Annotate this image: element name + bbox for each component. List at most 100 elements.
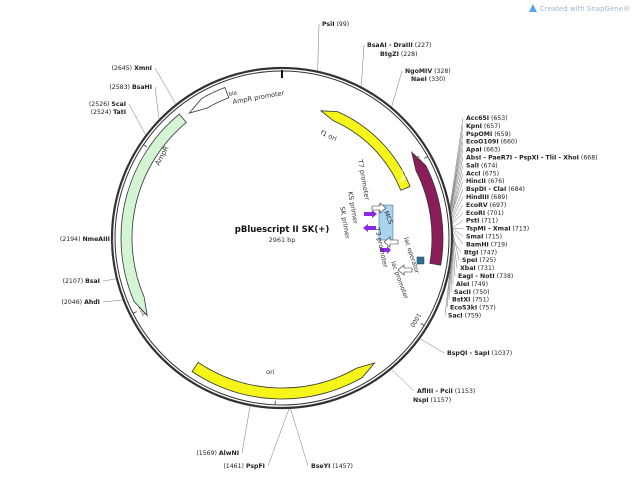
ampr-feature[interactable] xyxy=(120,113,187,317)
restriction-site-right[interactable]: SpeI (725) xyxy=(462,257,496,264)
restriction-site-right[interactable]: HindIII (689) xyxy=(466,194,508,201)
site-leader-line xyxy=(451,181,464,215)
site-label: BtgI (747) xyxy=(464,249,497,256)
site-label: EcoO109I (660) xyxy=(466,139,517,146)
restriction-site-right[interactable]: AbsI - PaeR7I - PspXI - TliI - XhoI (668… xyxy=(466,155,598,162)
restriction-site-top[interactable]: PsiI (99) xyxy=(322,21,349,28)
site-leader-line xyxy=(391,70,403,107)
t3-promoter-arrow[interactable] xyxy=(383,236,399,248)
f1-ori-feature[interactable] xyxy=(319,110,411,191)
restriction-site-right[interactable]: EcoRV (697) xyxy=(466,202,506,209)
restriction-site-right[interactable]: Eco53kI (757) xyxy=(450,305,496,312)
site-position: (1157) xyxy=(429,397,452,404)
site-label: NspI (1157) xyxy=(413,397,451,404)
restriction-site-right[interactable]: PstI (711) xyxy=(466,218,498,225)
site-position: (713) xyxy=(511,226,530,233)
restriction-site-bottom[interactable]: BspQI - SapI (1037) xyxy=(447,350,512,357)
site-leader-line xyxy=(452,230,464,245)
sk-primer-arrow[interactable] xyxy=(363,224,376,232)
restriction-site-bottom[interactable]: BseYI (1457) xyxy=(311,463,353,470)
site-position: (2645) xyxy=(112,65,135,72)
restriction-site-left[interactable]: (2107) BsaI xyxy=(63,278,100,285)
restriction-site-bottom[interactable]: AflIII - PciI (1153) xyxy=(417,388,475,395)
site-label: BtgZI (228) xyxy=(380,51,418,58)
restriction-site-left[interactable]: (2046) AhdI xyxy=(62,299,100,306)
mcs-label: MCS xyxy=(382,210,394,225)
lacza-feature[interactable] xyxy=(411,151,444,266)
plasmid-name: pBluescript II SK(+) xyxy=(235,225,330,235)
site-name: AleI xyxy=(456,281,469,288)
site-label: (2645) XmnI xyxy=(112,65,152,72)
restriction-site-right[interactable]: AccI (675) xyxy=(466,170,499,177)
ori-feature[interactable] xyxy=(191,361,376,400)
restriction-site-right[interactable]: AleI (749) xyxy=(456,281,488,288)
site-position: (749) xyxy=(469,281,488,288)
restriction-site-right[interactable]: EagI - NotI (738) xyxy=(458,273,513,280)
site-name: SpeI xyxy=(462,257,477,264)
site-position: (731) xyxy=(476,265,495,272)
site-label: AbsI - PaeR7I - PspXI - TliI - XhoI (668… xyxy=(466,155,598,162)
site-label: HincII (676) xyxy=(466,178,505,185)
site-name: EcoO109I xyxy=(466,139,499,146)
restriction-site-right[interactable]: KpnI (657) xyxy=(466,123,501,130)
restriction-site-left[interactable]: (2526) ScaI xyxy=(89,101,126,108)
site-label: BsaAI - DraIII (227) xyxy=(367,42,431,49)
lac-promoter-arrow[interactable] xyxy=(397,264,413,276)
bp-tick-mark xyxy=(143,144,148,148)
site-position: (750) xyxy=(471,289,490,296)
restriction-site-left[interactable]: (2194) NmeAIII xyxy=(60,236,110,243)
restriction-site-left[interactable]: (2645) XmnI xyxy=(112,65,152,72)
bp-tick-label: 1000 xyxy=(408,312,422,329)
lac-operator-box[interactable] xyxy=(416,256,425,265)
site-position: (668) xyxy=(579,155,598,162)
restriction-site-right[interactable]: BstXI (751) xyxy=(452,297,489,304)
site-label: HindIII (689) xyxy=(466,194,508,201)
restriction-site-left[interactable]: (2583) BsaHI xyxy=(109,84,152,91)
restriction-site-right[interactable]: SacI (759) xyxy=(448,313,481,320)
restriction-site-right[interactable]: BspDI - ClaI (684) xyxy=(466,186,525,193)
primer-arrow-small[interactable] xyxy=(380,246,391,254)
ampr-promoter-feature[interactable] xyxy=(188,86,230,114)
site-leader-line xyxy=(452,232,460,261)
restriction-site-right[interactable]: PspOMI (659) xyxy=(466,131,511,138)
site-name: Acc65I xyxy=(466,115,489,122)
site-name: AhdI xyxy=(84,299,100,306)
ks-primer-arrow[interactable] xyxy=(364,210,377,218)
restriction-site-right[interactable]: SacII (750) xyxy=(454,289,490,296)
restriction-site-right[interactable]: HincII (676) xyxy=(466,178,505,185)
snapgene-credit: Created with SnapGene® xyxy=(528,4,630,13)
restriction-site-right[interactable]: EcoRI (701) xyxy=(466,210,504,217)
restriction-site-right[interactable]: TspMI - XmaI (713) xyxy=(466,226,529,233)
site-label: EcoRI (701) xyxy=(466,210,504,217)
site-position: (2107) xyxy=(63,278,86,285)
site-label: (1461) PspFI xyxy=(223,463,265,470)
site-position: (2524) xyxy=(91,109,114,116)
site-name: BsaI xyxy=(85,278,100,285)
restriction-site-right[interactable]: EcoO109I (660) xyxy=(466,139,517,146)
site-leader-line xyxy=(452,234,458,269)
restriction-site-bottom[interactable]: NspI (1157) xyxy=(413,397,451,404)
restriction-site-bottom[interactable]: (1569) AlwNI xyxy=(196,450,239,457)
restriction-site-right[interactable]: BtgI (747) xyxy=(464,249,497,256)
site-name: NgoMIV xyxy=(405,68,432,75)
bp-tick-mark xyxy=(132,311,137,314)
site-position: (689) xyxy=(489,194,508,201)
restriction-site-right[interactable]: SalI (674) xyxy=(466,162,498,169)
restriction-site-right[interactable]: XbaI (731) xyxy=(460,265,494,272)
site-leader-line xyxy=(267,408,290,467)
restriction-site-top[interactable]: BsaAI - DraIII (227) xyxy=(367,42,431,49)
restriction-site-top[interactable]: BtgZI (228) xyxy=(380,51,418,58)
site-label: BstXI (751) xyxy=(452,297,489,304)
restriction-site-right[interactable]: ApaI (663) xyxy=(466,147,500,154)
restriction-site-left[interactable]: (2524) TatI xyxy=(91,109,126,116)
site-name: XbaI xyxy=(460,265,476,272)
restriction-site-right[interactable]: BamHI (719) xyxy=(466,241,507,248)
restriction-site-top[interactable]: NgoMIV (328) xyxy=(405,68,451,75)
t7-promoter-arrow[interactable] xyxy=(371,202,387,214)
site-leader-line xyxy=(450,125,464,208)
restriction-site-top[interactable]: NaeI (330) xyxy=(411,76,445,83)
restriction-site-bottom[interactable]: (1461) PspFI xyxy=(223,463,265,470)
site-label: PstI (711) xyxy=(466,218,498,225)
restriction-site-right[interactable]: Acc65I (653) xyxy=(466,115,508,122)
restriction-site-right[interactable]: SmaI (715) xyxy=(466,234,502,241)
